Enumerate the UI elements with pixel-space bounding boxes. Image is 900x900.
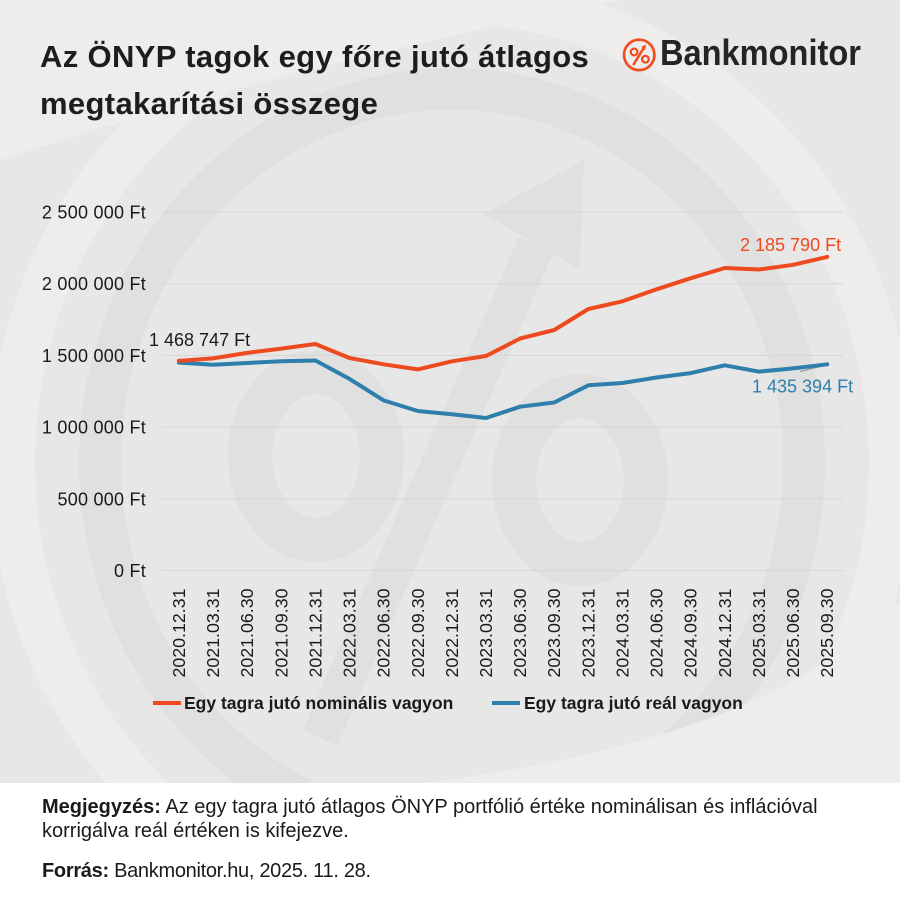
svg-text:Egy tagra jutó nominális vagyo: Egy tagra jutó nominális vagyon: [184, 693, 453, 713]
svg-text:2020.12.31: 2020.12.31: [169, 588, 189, 677]
svg-text:2023.06.30: 2023.06.30: [510, 588, 530, 677]
svg-text:2022.03.31: 2022.03.31: [340, 588, 360, 677]
svg-text:2025.06.30: 2025.06.30: [783, 588, 803, 677]
svg-text:2023.03.31: 2023.03.31: [476, 588, 496, 677]
svg-text:2 185 790 Ft: 2 185 790 Ft: [740, 235, 841, 255]
svg-text:2021.06.30: 2021.06.30: [237, 588, 257, 677]
svg-text:2023.12.31: 2023.12.31: [578, 588, 598, 677]
svg-text:2023.09.30: 2023.09.30: [544, 588, 564, 677]
svg-text:2022.09.30: 2022.09.30: [408, 588, 428, 677]
svg-text:2021.12.31: 2021.12.31: [305, 588, 325, 677]
svg-text:2025.09.30: 2025.09.30: [817, 588, 837, 677]
svg-text:1 500 000 Ft: 1 500 000 Ft: [42, 346, 146, 366]
svg-text:Egy tagra jutó reál vagyon: Egy tagra jutó reál vagyon: [524, 693, 743, 713]
svg-text:2024.09.30: 2024.09.30: [681, 588, 701, 677]
svg-text:2025.03.31: 2025.03.31: [749, 588, 769, 677]
svg-text:1 000 000 Ft: 1 000 000 Ft: [42, 418, 146, 438]
svg-text:2024.03.31: 2024.03.31: [613, 588, 633, 677]
svg-text:0 Ft: 0 Ft: [114, 561, 146, 581]
svg-text:2 000 000 Ft: 2 000 000 Ft: [42, 274, 146, 294]
svg-text:2024.06.30: 2024.06.30: [647, 588, 667, 677]
svg-text:1 468 747 Ft: 1 468 747 Ft: [149, 330, 250, 350]
svg-text:2022.06.30: 2022.06.30: [374, 588, 394, 677]
svg-text:2021.03.31: 2021.03.31: [203, 588, 223, 677]
svg-text:2021.09.30: 2021.09.30: [271, 588, 291, 677]
svg-text:2 500 000 Ft: 2 500 000 Ft: [42, 203, 146, 223]
svg-text:500 000 Ft: 500 000 Ft: [57, 489, 146, 509]
svg-text:2022.12.31: 2022.12.31: [442, 588, 462, 677]
svg-text:2024.12.31: 2024.12.31: [715, 588, 735, 677]
svg-text:1 435 394 Ft: 1 435 394 Ft: [752, 377, 853, 397]
